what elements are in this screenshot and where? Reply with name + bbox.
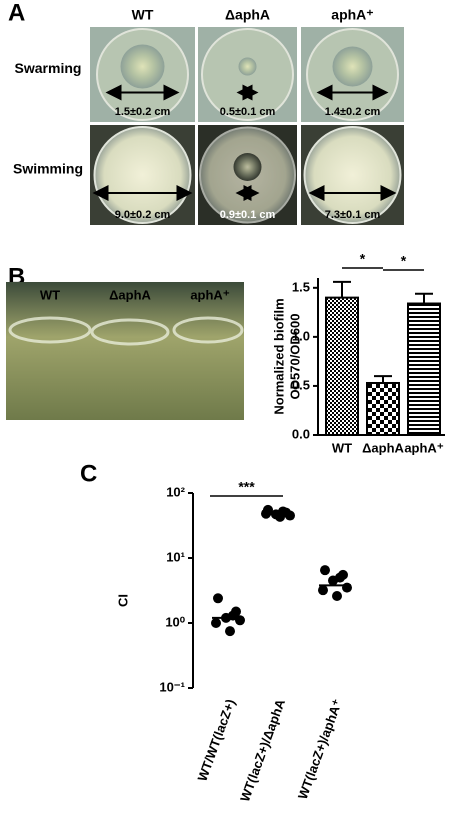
x-tick-label: ΔaphA [362, 440, 404, 455]
colony [238, 57, 257, 76]
photo-label: WT [40, 287, 60, 302]
y-tick-label: 1.0 [292, 328, 310, 343]
y-axis-label: CI [115, 594, 130, 607]
error-bar [374, 375, 392, 383]
panel-label: C [80, 460, 97, 487]
tube-photo [6, 282, 244, 420]
point [342, 582, 352, 593]
colony [120, 44, 165, 89]
point [211, 618, 221, 628]
point [228, 610, 238, 621]
panel-label: A [8, 0, 25, 26]
bar [325, 296, 359, 436]
column-header: ΔaphA [225, 7, 270, 23]
significance-label: *** [238, 479, 255, 495]
measurement: 0.9±0.1 cm [220, 209, 276, 221]
y-tick-label: 10⁻¹ [159, 679, 185, 694]
tube-rims [8, 316, 244, 346]
measurement: 0.5±0.1 cm [220, 106, 276, 118]
significance-label: * [401, 253, 407, 269]
point [332, 591, 342, 602]
measurement: 9.0±0.2 cm [115, 209, 171, 221]
photo-label: ΔaphA [109, 287, 151, 302]
colony [332, 46, 373, 87]
x-tick-label: WT/WT(lacZ+) [194, 697, 238, 783]
y-tick-label: 10² [166, 484, 185, 499]
y-tick-label: 10⁰ [165, 614, 185, 629]
error-bar [415, 292, 433, 304]
error-bar [333, 280, 351, 298]
y-tick-label: 1.5 [292, 279, 310, 294]
x-tick-label: WT(lacZ+)/ΔaphA [237, 697, 288, 804]
y-tick-label: 0.5 [292, 377, 310, 392]
photo-label: aphA⁺ [190, 287, 230, 302]
measurement: 1.5±0.2 cm [115, 106, 171, 118]
row-label: Swimming [13, 161, 83, 177]
y-tick-label: 10¹ [166, 549, 185, 564]
bar [407, 302, 441, 437]
point [335, 572, 345, 583]
point [320, 565, 330, 576]
x-tick-label: WT(lacZ+)/aphA⁺ [295, 697, 345, 801]
bar [366, 381, 400, 436]
y-axis-label: OD570/OD600 [287, 314, 302, 400]
point [318, 585, 328, 596]
point [225, 626, 235, 637]
y-tick-label: 0.0 [292, 426, 310, 441]
y-axis-label: Normalized biofilm [271, 298, 286, 414]
point [213, 593, 223, 604]
significance-label: * [360, 251, 366, 267]
measurement: 1.4±0.2 cm [325, 106, 381, 118]
x-tick-label: WT [332, 440, 352, 455]
colony [233, 153, 262, 181]
row-label: Swarming [15, 60, 82, 76]
plate-dark [198, 125, 297, 225]
column-header: WT [132, 7, 154, 23]
x-tick-label: aphA⁺ [404, 440, 444, 455]
column-header: aphA⁺ [331, 7, 373, 23]
measurement: 7.3±0.1 cm [325, 209, 381, 221]
